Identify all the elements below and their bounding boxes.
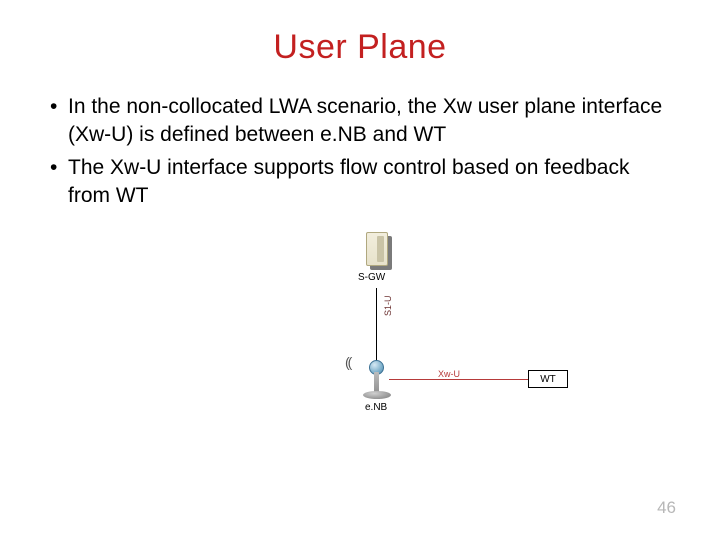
network-diagram: S-GW S1-U (( e.NB Xw-U WT <box>44 228 676 428</box>
bullet-text: In the non-collocated LWA scenario, the … <box>68 93 670 150</box>
bullet-item: • The Xw-U interface supports flow contr… <box>50 154 670 211</box>
bullet-dot: • <box>50 93 68 150</box>
bullet-text: The Xw-U interface supports flow control… <box>68 154 670 211</box>
wt-label: WT <box>540 374 556 385</box>
wt-node: WT <box>528 370 568 388</box>
bullet-dot: • <box>50 154 68 211</box>
sgw-node <box>366 232 388 266</box>
bullet-item: • In the non-collocated LWA scenario, th… <box>50 93 670 150</box>
s1u-link <box>376 288 377 364</box>
slide-title: User Plane <box>44 28 676 67</box>
slide: User Plane • In the non-collocated LWA s… <box>0 0 720 540</box>
sgw-label: S-GW <box>358 272 385 283</box>
bullet-list: • In the non-collocated LWA scenario, th… <box>44 93 676 210</box>
xwu-link <box>389 379 529 380</box>
xwu-label: Xw-U <box>436 369 462 379</box>
page-number: 46 <box>657 498 676 518</box>
server-icon <box>366 232 388 266</box>
enb-label: e.NB <box>365 402 387 413</box>
enb-base <box>363 391 391 399</box>
s1u-label: S1-U <box>383 296 393 317</box>
radio-waves-icon: (( <box>345 354 352 370</box>
